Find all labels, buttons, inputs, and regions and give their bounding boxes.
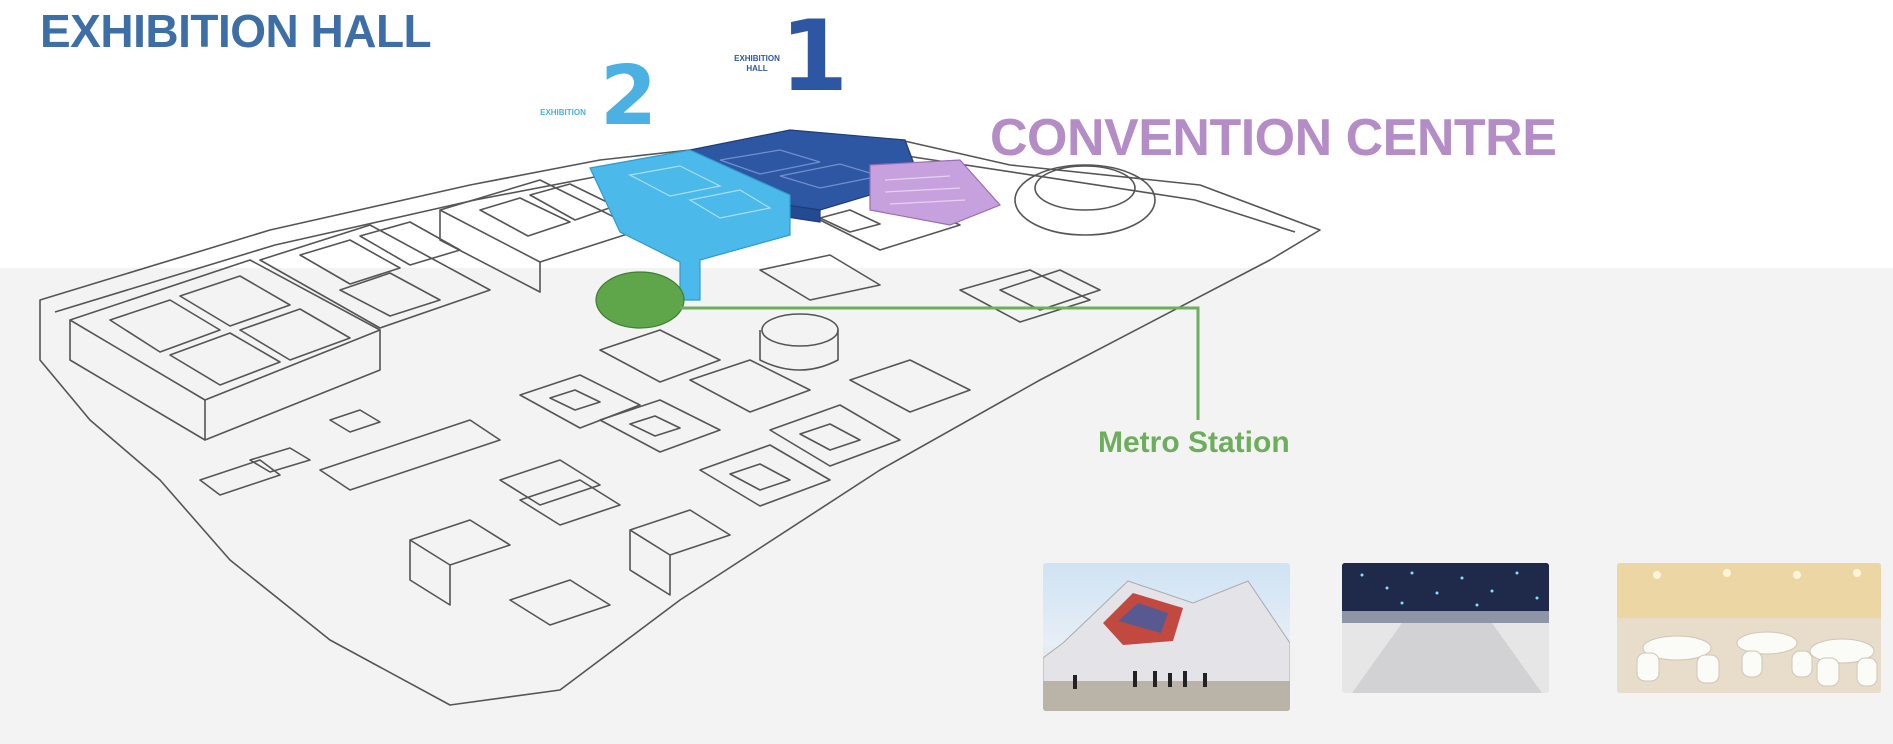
hall-2-number: 2 [600, 49, 658, 144]
exterior-photo [1043, 563, 1290, 711]
background-band [0, 268, 1893, 744]
banquet-room-photo [1617, 563, 1881, 693]
site-boundary [39, 139, 1321, 706]
hall-1-caption-line1: EXHIBITION [734, 54, 780, 63]
hall-interior-photo [1342, 563, 1549, 693]
metro-station-label: Metro Station [1098, 426, 1290, 459]
hall-1-caption: EXHIBITION HALL [722, 54, 792, 75]
convention-centre-building [869, 159, 1002, 226]
metro-station-marker [595, 271, 685, 329]
middle-hall-block [259, 224, 491, 329]
exhibition-hall-title: EXHIBITION HALL [40, 5, 432, 57]
dome-building [1014, 164, 1156, 236]
metro-leader-line [680, 306, 1200, 420]
hall-2-building [589, 149, 791, 301]
hall-2-caption: EXHIBITION [540, 108, 586, 117]
hall-1-caption-line2: HALL [746, 64, 768, 74]
hall-1-number: 1 [780, 0, 849, 114]
convention-centre-title: CONVENTION CENTRE [990, 109, 1557, 167]
